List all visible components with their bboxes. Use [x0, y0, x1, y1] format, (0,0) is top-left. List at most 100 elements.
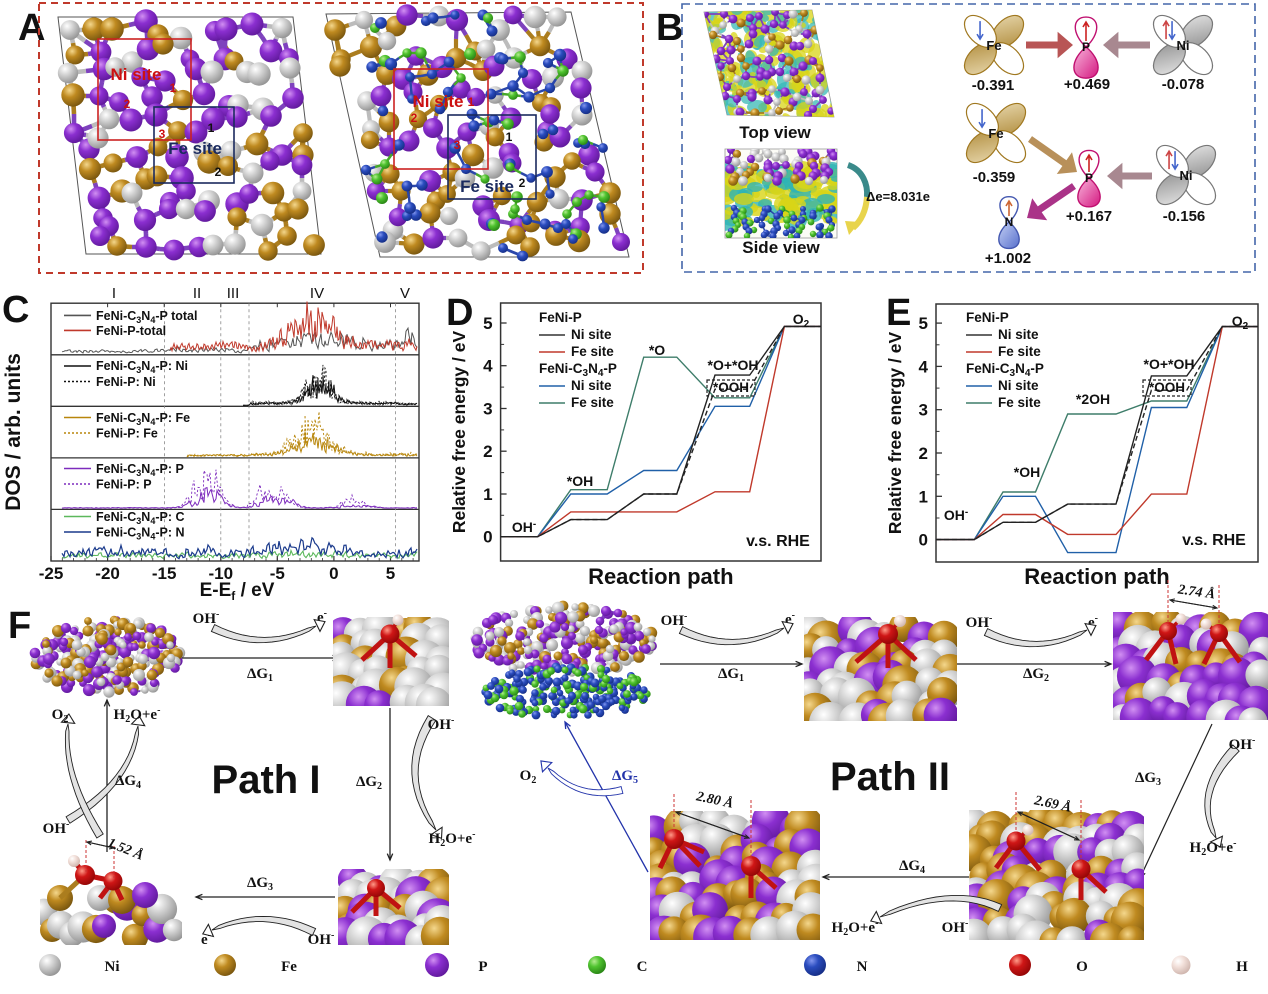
svg-text:5: 5: [919, 314, 928, 333]
svg-text:FeNi-C3N4-P: N: FeNi-C3N4-P: N: [96, 526, 185, 542]
svg-text:Fe site: Fe site: [460, 177, 514, 196]
svg-text:*O: *O: [649, 342, 665, 358]
svg-text:OH-: OH-: [661, 611, 688, 629]
svg-text:5: 5: [386, 564, 395, 583]
svg-text:1: 1: [208, 121, 215, 135]
svg-text:3: 3: [159, 127, 166, 141]
svg-text:4: 4: [919, 357, 929, 376]
svg-text:0: 0: [483, 528, 492, 547]
svg-text:*OH: *OH: [567, 473, 593, 489]
svg-text:P: P: [1082, 40, 1090, 54]
svg-text:D: D: [446, 292, 473, 334]
svg-text:v.s. RHE: v.s. RHE: [1182, 532, 1246, 549]
svg-text:ΔG4: ΔG4: [899, 858, 925, 876]
svg-text:0: 0: [329, 564, 338, 583]
svg-text:Fe: Fe: [988, 126, 1003, 141]
svg-text:*O+*OH: *O+*OH: [1144, 356, 1195, 372]
svg-text:-0.359: -0.359: [973, 169, 1016, 186]
svg-text:Fe site: Fe site: [998, 395, 1041, 410]
svg-text:OH-: OH-: [942, 918, 969, 936]
svg-text:V: V: [400, 285, 410, 302]
svg-text:ΔG3: ΔG3: [247, 875, 273, 893]
svg-text:Fe: Fe: [281, 959, 297, 975]
svg-text:ΔG3: ΔG3: [1135, 770, 1161, 788]
svg-text:e-: e-: [201, 930, 211, 948]
svg-text:III: III: [227, 285, 240, 302]
svg-text:Relative free energy / eV: Relative free energy / eV: [449, 331, 469, 534]
svg-text:P: P: [478, 959, 487, 975]
svg-text:Ni: Ni: [1180, 168, 1193, 183]
svg-text:2.69 Å: 2.69 Å: [1032, 792, 1073, 816]
svg-text:FeNi-P: Ni: FeNi-P: Ni: [96, 375, 156, 389]
svg-text:FeNi-C3N4-P: Fe: FeNi-C3N4-P: Fe: [96, 411, 190, 427]
svg-text:FeNi-C3N4-P total: FeNi-C3N4-P total: [96, 309, 197, 325]
svg-text:Ni: Ni: [1177, 38, 1190, 53]
svg-text:2.74 Å: 2.74 Å: [1176, 581, 1216, 602]
svg-text:2.80 Å: 2.80 Å: [694, 788, 735, 812]
svg-text:1: 1: [468, 95, 475, 109]
svg-text:Fe site: Fe site: [998, 344, 1041, 359]
svg-text:A: A: [18, 7, 45, 49]
svg-text:0: 0: [919, 531, 928, 550]
svg-text:Fe site: Fe site: [168, 139, 222, 158]
svg-text:Ni site: Ni site: [110, 65, 161, 84]
svg-text:FeNi-C3N4-P: C: FeNi-C3N4-P: C: [96, 510, 185, 526]
svg-text:Δe=8.031e: Δe=8.031e: [866, 189, 930, 204]
svg-text:+0.167: +0.167: [1066, 208, 1112, 225]
svg-text:Top view: Top view: [739, 123, 811, 142]
svg-text:-0.078: -0.078: [1162, 76, 1205, 93]
svg-text:2: 2: [519, 176, 526, 190]
svg-text:ΔG5: ΔG5: [612, 768, 638, 786]
svg-text:-10: -10: [208, 564, 233, 583]
svg-text:ΔG1: ΔG1: [247, 666, 273, 684]
svg-text:1: 1: [170, 81, 177, 95]
svg-text:1: 1: [483, 485, 492, 504]
svg-text:*OOH: *OOH: [1149, 380, 1185, 395]
svg-text:-0.156: -0.156: [1163, 208, 1206, 225]
svg-text:Path I: Path I: [212, 758, 321, 802]
svg-text:FeNi-P: P: FeNi-P: P: [96, 478, 152, 492]
svg-text:ΔG1: ΔG1: [718, 666, 744, 684]
svg-text:Ni site: Ni site: [571, 327, 612, 342]
svg-text:*OH: *OH: [1014, 464, 1040, 480]
svg-text:Path II: Path II: [830, 755, 950, 799]
svg-text:-25: -25: [39, 564, 64, 583]
svg-text:FeNi-P: FeNi-P: [966, 310, 1009, 325]
svg-text:H: H: [1236, 959, 1248, 975]
svg-text:2: 2: [919, 444, 928, 463]
svg-text:-0.391: -0.391: [972, 77, 1015, 94]
svg-text:2: 2: [124, 97, 131, 111]
svg-text:OH-: OH-: [193, 609, 220, 627]
svg-text:H2O+e-: H2O+e-: [429, 829, 476, 849]
svg-text:DOS / arb. units: DOS / arb. units: [2, 353, 25, 511]
svg-text:Reaction path: Reaction path: [1024, 564, 1169, 589]
svg-text:ΔG2: ΔG2: [1023, 666, 1049, 684]
svg-text:H2O+e-: H2O+e-: [832, 918, 879, 938]
svg-text:F: F: [8, 605, 31, 647]
svg-text:FeNi-C3N4-P: FeNi-C3N4-P: [966, 361, 1044, 379]
svg-text:e-: e-: [317, 608, 327, 626]
svg-text:Fe: Fe: [986, 38, 1001, 53]
svg-text:E: E: [886, 292, 911, 334]
svg-text:*2OH: *2OH: [1076, 391, 1110, 407]
svg-text:Fe site: Fe site: [571, 395, 614, 410]
svg-text:ΔG2: ΔG2: [356, 774, 382, 792]
svg-text:2: 2: [483, 442, 492, 461]
svg-text:+1.002: +1.002: [985, 250, 1031, 267]
svg-text:5: 5: [483, 314, 492, 333]
svg-text:FeNi-P-total: FeNi-P-total: [96, 324, 166, 338]
svg-text:C: C: [637, 959, 648, 975]
svg-text:H2O+e-: H2O+e-: [114, 705, 161, 725]
svg-text:Ni site: Ni site: [998, 378, 1039, 393]
svg-text:FeNi-C3N4-P: FeNi-C3N4-P: [539, 361, 617, 379]
svg-text:OH-: OH-: [966, 613, 993, 631]
svg-text:O: O: [1076, 959, 1088, 975]
svg-text:H2O+e-: H2O+e-: [1190, 838, 1237, 858]
svg-text:I: I: [112, 285, 116, 302]
svg-text:OH-: OH-: [944, 507, 968, 523]
svg-text:1: 1: [919, 487, 928, 506]
svg-text:C: C: [2, 289, 29, 331]
svg-text:*O+*OH: *O+*OH: [708, 357, 759, 373]
svg-text:Ni site: Ni site: [998, 327, 1039, 342]
svg-text:Side view: Side view: [742, 238, 820, 257]
